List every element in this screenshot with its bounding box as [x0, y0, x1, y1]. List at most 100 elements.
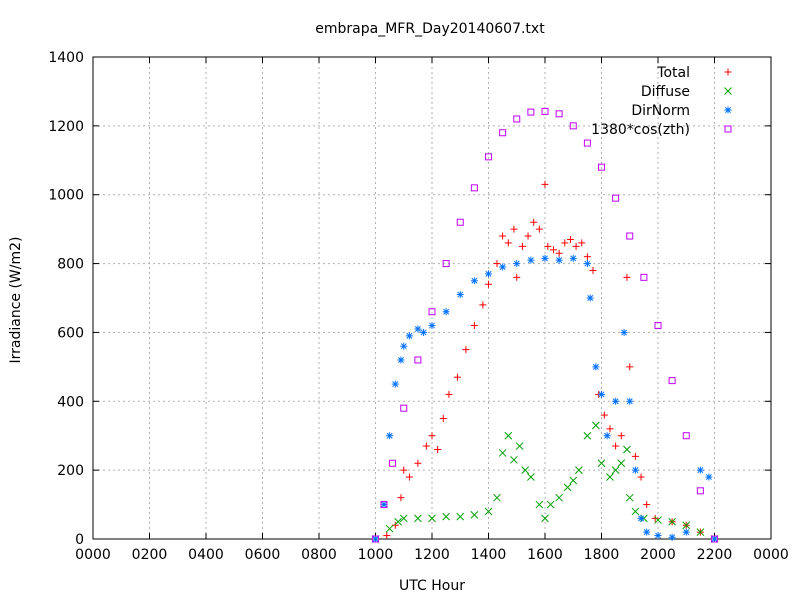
point-diffuse	[611, 466, 620, 474]
point-dirnorm	[400, 342, 408, 350]
point-dirnorm	[592, 363, 600, 371]
point-total	[535, 225, 543, 233]
x-tick-label: 1400	[471, 547, 507, 563]
legend-marker-1380-cos-zth	[724, 125, 732, 133]
x-tick-label: 0000	[75, 547, 111, 563]
point-total	[643, 501, 651, 509]
point-total	[400, 466, 408, 474]
y-axis: 0 200 400 600 800 1000 1200 1400	[48, 50, 771, 548]
point-diffuse	[569, 476, 578, 485]
point-diffuse	[515, 442, 524, 450]
point-diffuse	[575, 466, 583, 474]
y-tick-label: 0	[75, 532, 84, 548]
point-diffuse	[510, 455, 518, 464]
point-diffuse	[563, 483, 572, 492]
point-dirnorm	[654, 532, 662, 540]
x-tick-label: 1200	[414, 547, 450, 563]
point-dirnorm	[583, 260, 591, 268]
point-dirnorm	[696, 466, 704, 474]
point-total	[651, 514, 659, 522]
x-tick-label: 0200	[132, 547, 168, 563]
point-total	[499, 232, 507, 240]
point-total	[485, 280, 492, 288]
point-1380-cos-zth	[711, 535, 718, 543]
point-dirnorm	[603, 432, 611, 440]
point-dirnorm	[405, 332, 413, 340]
point-dirnorm	[499, 263, 507, 271]
point-total	[631, 452, 639, 460]
point-1380-cos-zth	[541, 107, 549, 115]
point-diffuse	[527, 473, 535, 481]
y-tick-label: 1000	[48, 188, 84, 204]
legend-marker-dirnorm	[724, 106, 732, 114]
point-diffuse	[498, 449, 507, 457]
point-diffuse	[456, 512, 465, 521]
point-total	[383, 532, 391, 540]
point-total	[549, 246, 557, 254]
point-1380-cos-zth	[583, 139, 591, 147]
point-diffuse	[428, 514, 436, 523]
point-1380-cos-zth	[598, 163, 605, 171]
series-1380-cos-zth	[372, 107, 718, 543]
x-axis: 0000 0200 0400 0600 0800 1000 1200 1400 1600 1800…	[75, 57, 789, 563]
y-tick-label: 1200	[48, 119, 84, 135]
y-tick-label: 200	[57, 463, 84, 479]
point-1380-cos-zth	[555, 110, 563, 118]
series-total	[372, 180, 718, 543]
x-tick-label: 1800	[584, 547, 620, 563]
point-1380-cos-zth	[400, 404, 408, 412]
point-total	[617, 432, 625, 440]
point-diffuse	[541, 514, 549, 523]
point-diffuse	[617, 459, 626, 468]
point-diffuse	[535, 500, 544, 509]
point-dirnorm	[470, 277, 478, 285]
point-diffuse	[583, 431, 592, 440]
point-diffuse	[606, 473, 614, 481]
point-dirnorm	[386, 432, 394, 440]
point-dirnorm	[668, 533, 676, 541]
point-diffuse	[399, 514, 408, 523]
point-diffuse	[414, 514, 422, 523]
point-diffuse	[623, 445, 631, 454]
point-total	[453, 373, 461, 381]
point-1380-cos-zth	[626, 232, 634, 240]
x-tick-label: 0800	[301, 547, 337, 563]
point-diffuse	[546, 500, 555, 509]
point-total	[510, 225, 518, 233]
point-dirnorm	[442, 308, 450, 316]
point-1380-cos-zth	[372, 535, 379, 543]
legend-label-dirnorm: DirNorm	[631, 103, 690, 119]
point-total	[561, 239, 569, 247]
series-layer	[371, 107, 719, 543]
y-tick-label: 400	[57, 394, 84, 410]
point-total	[530, 218, 538, 226]
point-dirnorm	[380, 501, 388, 509]
x-tick-label: 0600	[245, 547, 281, 563]
y-axis-label: Irradiance (W/m2)	[8, 237, 24, 364]
point-total	[612, 442, 620, 450]
point-dirnorm	[428, 322, 436, 330]
point-total	[566, 235, 574, 243]
point-1380-cos-zth	[380, 501, 388, 509]
point-diffuse	[668, 517, 676, 526]
point-dirnorm	[586, 294, 594, 302]
point-total	[541, 180, 549, 188]
point-dirnorm	[391, 380, 399, 388]
legend-label-diffuse: Diffuse	[641, 84, 690, 100]
legend-marker-total	[724, 68, 732, 76]
point-total	[445, 390, 453, 398]
point-1380-cos-zth	[513, 115, 521, 123]
point-dirnorm	[569, 254, 577, 262]
point-1380-cos-zth	[456, 218, 464, 226]
x-axis-label: UTC Hour	[399, 578, 465, 594]
point-diffuse	[470, 511, 479, 519]
point-1380-cos-zth	[569, 122, 577, 130]
x-tick-label: 2200	[697, 547, 733, 563]
point-dirnorm	[372, 535, 379, 543]
point-diffuse	[385, 524, 394, 533]
point-total	[504, 239, 512, 247]
x-tick-label: 1600	[527, 547, 563, 563]
grid	[93, 57, 771, 539]
series-dirnorm	[372, 254, 718, 543]
point-diffuse	[591, 421, 600, 430]
